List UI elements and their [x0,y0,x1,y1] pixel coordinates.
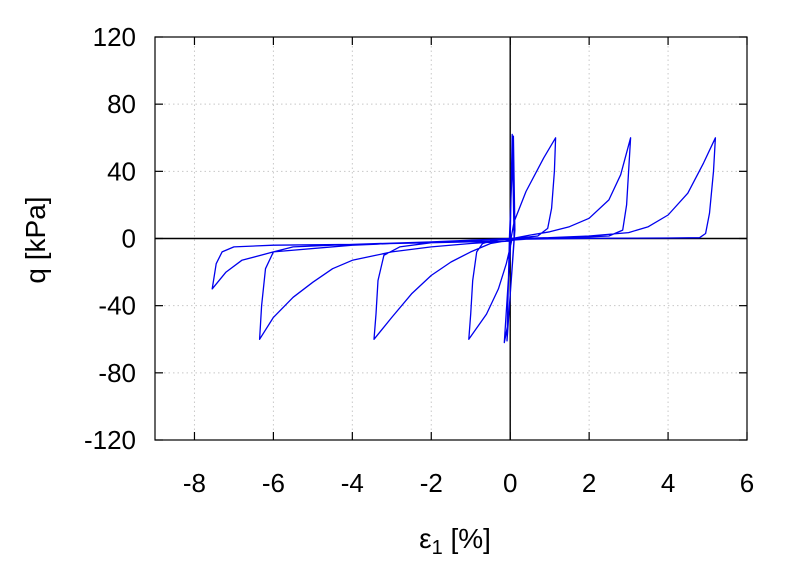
x-axis-title-symbol: ε [419,523,431,554]
x-tick-label: -8 [183,468,206,498]
y-tick-label: -40 [98,291,136,321]
y-tick-label: -120 [84,425,136,455]
series-layer [211,133,717,344]
x-tick-label: 2 [582,468,596,498]
x-axis-title-subscript: 1 [432,537,443,559]
x-tick-label: 4 [661,468,675,498]
x-axis-title-unit: [%] [443,523,491,554]
y-axis-title: q [kPa] [20,196,51,283]
x-tick-label: -6 [262,468,285,498]
x-tick-label: 0 [503,468,517,498]
x-tick-label: -2 [420,468,443,498]
y-tick-label: 0 [122,224,136,254]
series-line [211,133,717,344]
y-tick-label: -80 [98,358,136,388]
y-tick-label: 40 [107,156,136,186]
tick-layer: -8 -6 -4 -2 0 2 4 6 -120 -80 -40 0 40 80 120 [84,22,754,498]
y-tick-label: 80 [107,89,136,119]
y-tick-label: 120 [93,22,136,52]
x-tick-label: 6 [740,468,754,498]
x-tick-label: -4 [341,468,364,498]
x-axis-title: ε1 [%] [419,523,491,559]
